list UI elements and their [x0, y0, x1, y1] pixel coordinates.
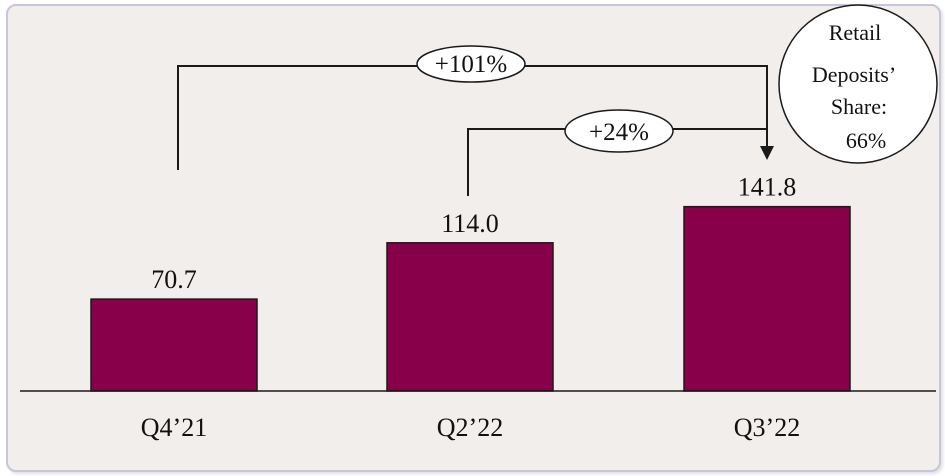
share-label-line-4: 66%: [846, 128, 886, 153]
category-label-0: Q4’21: [141, 413, 207, 442]
growth-label-long: +101%: [435, 51, 507, 78]
x-tick-labels-group: Q4’21 Q2’22 Q3’22: [141, 413, 800, 442]
value-labels-group: 70.7 114.0 141.8: [151, 173, 796, 294]
bar-0: [90, 298, 258, 392]
share-label-line-2: Deposits’: [812, 62, 896, 87]
share-label-line-3: Share:: [831, 94, 887, 119]
growth-arrowhead: [760, 146, 774, 160]
value-label-0: 70.7: [151, 265, 197, 294]
value-label-1: 114.0: [441, 209, 499, 238]
share-circle: [778, 4, 938, 164]
value-label-2: 141.8: [738, 173, 797, 202]
bars-group: [90, 205, 851, 392]
growth-label-short: +24%: [589, 119, 649, 146]
growth-badge-long: [416, 45, 526, 83]
share-label-line-1: Retail: [829, 20, 882, 45]
bar-1: [386, 242, 554, 392]
bar-2: [683, 205, 851, 392]
category-label-2: Q3’22: [734, 413, 800, 442]
growth-badge-short: [564, 109, 674, 153]
category-label-1: Q2’22: [437, 413, 503, 442]
